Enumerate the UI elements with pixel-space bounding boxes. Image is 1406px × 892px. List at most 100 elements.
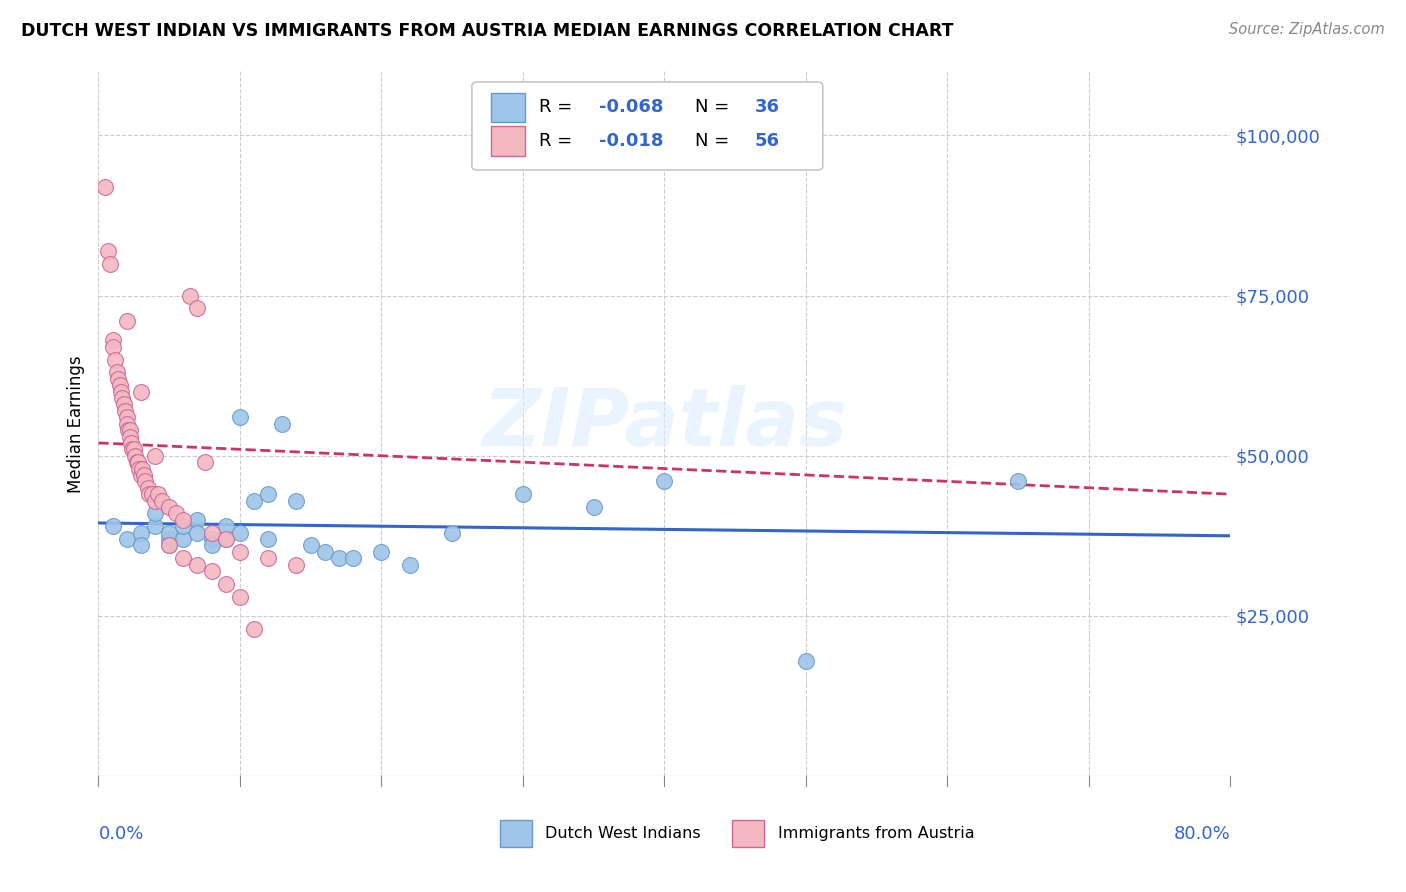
Point [94, 179, 117, 194]
Point [120, 436, 142, 450]
Point [257, 532, 280, 546]
Point [186, 513, 208, 527]
Point [314, 545, 336, 559]
Point [257, 551, 280, 566]
Point [652, 475, 676, 489]
Point [441, 525, 464, 540]
Point [186, 558, 208, 572]
Point [101, 334, 124, 348]
Point [107, 372, 129, 386]
Point [101, 519, 124, 533]
Point [201, 525, 224, 540]
Text: 56: 56 [755, 132, 780, 150]
Point [157, 500, 180, 514]
Point [201, 564, 224, 578]
Point [172, 532, 194, 546]
Point [201, 538, 224, 552]
Point [794, 654, 817, 668]
Point [512, 487, 534, 501]
Point [115, 417, 138, 431]
Point [229, 525, 252, 540]
Point [201, 532, 224, 546]
Point [136, 481, 159, 495]
Point [143, 449, 166, 463]
Point [138, 487, 160, 501]
Point [328, 551, 350, 566]
Point [257, 487, 280, 501]
Y-axis label: Median Earnings: Median Earnings [66, 355, 84, 492]
Point [129, 467, 152, 482]
Text: N =: N = [695, 132, 735, 150]
Point [215, 519, 238, 533]
Point [117, 423, 139, 437]
Text: Dutch West Indians: Dutch West Indians [546, 826, 702, 840]
FancyBboxPatch shape [733, 820, 763, 847]
Point [165, 507, 187, 521]
Point [125, 455, 148, 469]
Point [104, 352, 127, 367]
Point [118, 429, 141, 443]
Point [128, 461, 150, 475]
Text: ZIPatlas: ZIPatlas [482, 384, 846, 463]
Point [243, 622, 266, 636]
Point [108, 378, 131, 392]
Text: -0.018: -0.018 [599, 132, 664, 150]
Point [111, 391, 134, 405]
Point [157, 538, 180, 552]
Text: R =: R = [538, 98, 578, 116]
Point [285, 558, 308, 572]
Point [101, 340, 124, 354]
Point [370, 545, 392, 559]
Point [118, 423, 141, 437]
Point [98, 256, 121, 270]
Point [129, 384, 152, 399]
Text: Immigrants from Austria: Immigrants from Austria [778, 826, 974, 840]
Point [115, 532, 138, 546]
Point [129, 525, 152, 540]
Point [215, 532, 238, 546]
Point [146, 487, 169, 501]
Point [121, 442, 143, 457]
Text: 0.0%: 0.0% [98, 825, 143, 843]
Text: N =: N = [695, 98, 735, 116]
Point [172, 519, 194, 533]
Text: 80.0%: 80.0% [1174, 825, 1230, 843]
Point [115, 410, 138, 425]
Point [157, 525, 180, 540]
Point [1007, 475, 1029, 489]
Point [143, 507, 166, 521]
Point [141, 487, 163, 501]
Point [114, 404, 136, 418]
Point [398, 558, 420, 572]
FancyBboxPatch shape [501, 820, 531, 847]
Text: DUTCH WEST INDIAN VS IMMIGRANTS FROM AUSTRIA MEDIAN EARNINGS CORRELATION CHART: DUTCH WEST INDIAN VS IMMIGRANTS FROM AUS… [21, 22, 953, 40]
FancyBboxPatch shape [491, 93, 524, 122]
Point [112, 397, 135, 411]
Point [134, 475, 156, 489]
Point [229, 410, 252, 425]
Point [132, 467, 155, 482]
Point [122, 442, 145, 457]
Point [271, 417, 294, 431]
Point [143, 493, 166, 508]
Point [243, 493, 266, 508]
Point [229, 545, 252, 559]
Point [150, 493, 173, 508]
Point [172, 513, 194, 527]
Point [97, 244, 120, 258]
Point [582, 500, 605, 514]
Text: -0.068: -0.068 [599, 98, 664, 116]
Point [179, 288, 201, 302]
Point [127, 455, 149, 469]
Text: 36: 36 [755, 98, 780, 116]
Point [299, 538, 322, 552]
Point [285, 493, 308, 508]
Point [131, 461, 153, 475]
Point [186, 525, 208, 540]
FancyBboxPatch shape [491, 127, 524, 156]
Point [105, 366, 128, 380]
Point [186, 301, 208, 316]
Point [157, 532, 180, 546]
Point [157, 538, 180, 552]
Point [342, 551, 364, 566]
